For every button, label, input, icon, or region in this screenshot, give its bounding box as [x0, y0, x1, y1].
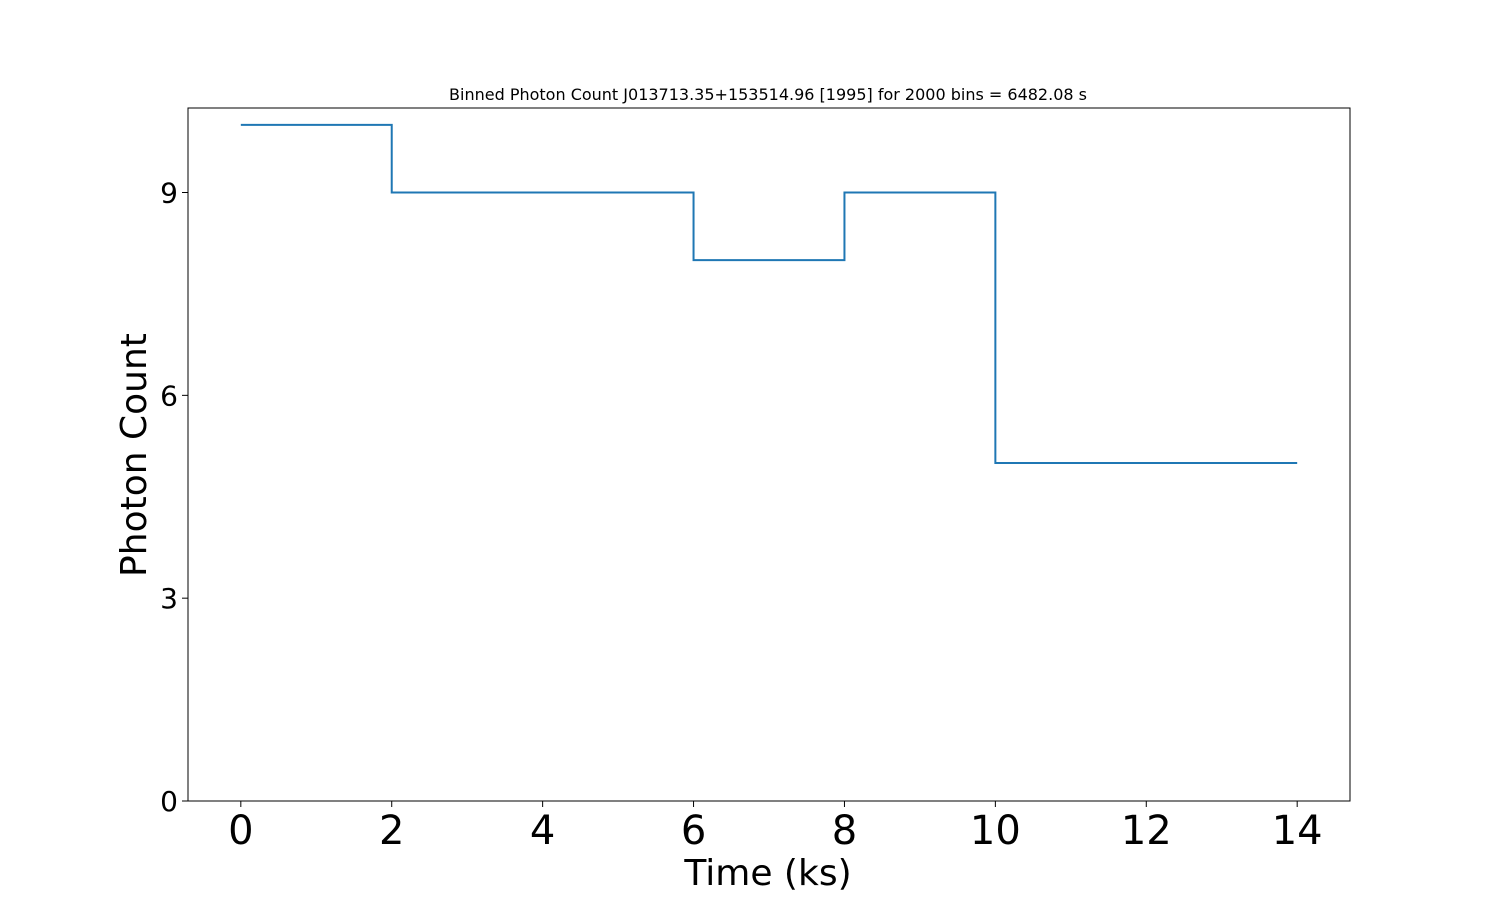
- y-axis-ticks: 0 3 6 9: [160, 177, 188, 818]
- y-tick-label: 3: [160, 582, 178, 615]
- y-tick-label: 0: [160, 785, 178, 818]
- x-tick-label: 4: [530, 808, 555, 854]
- x-axis-label: Time (ks): [683, 853, 851, 894]
- y-tick-label: 6: [160, 379, 178, 412]
- x-tick-label: 6: [681, 808, 706, 854]
- x-tick-label: 2: [379, 808, 404, 854]
- plot-frame: [187, 107, 1351, 802]
- y-axis-label: Photon Count: [114, 333, 155, 577]
- x-tick-label: 12: [1121, 808, 1172, 854]
- x-tick-label: 0: [228, 808, 253, 854]
- x-tick-label: 10: [970, 808, 1021, 854]
- series-line: [240, 123, 1298, 464]
- x-axis-ticks: 0 2 4 6 8 10 12 14: [228, 801, 1323, 854]
- plot-series: [240, 123, 1298, 464]
- x-tick-label: 8: [832, 808, 857, 854]
- x-tick-label: 14: [1272, 808, 1323, 854]
- y-tick-label: 9: [160, 177, 178, 210]
- chart-title: Binned Photon Count J013713.35+153514.96…: [449, 85, 1087, 104]
